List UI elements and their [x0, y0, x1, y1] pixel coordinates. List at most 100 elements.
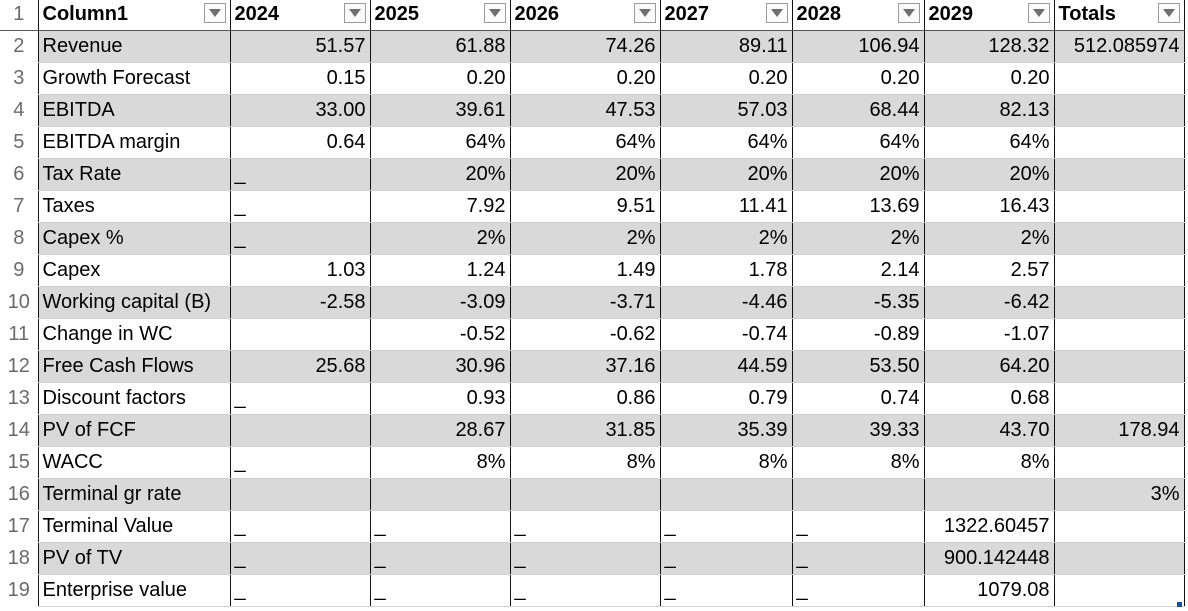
table-cell[interactable]: 0.20	[791, 62, 925, 95]
table-cell[interactable]: 30.96	[369, 350, 511, 383]
table-cell[interactable]: 89.11	[659, 30, 793, 63]
table-cell[interactable]: 2%	[923, 222, 1055, 255]
row-label-cell[interactable]: Revenue	[37, 30, 231, 63]
table-cell[interactable]: 8%	[509, 446, 661, 479]
table-cell[interactable]: 0.79	[659, 382, 793, 415]
row-label-cell[interactable]: PV of TV	[37, 542, 231, 575]
table-cell[interactable]: 2%	[659, 222, 793, 255]
column-header-column1[interactable]: Column1	[37, 0, 231, 31]
table-cell[interactable]: _	[229, 190, 371, 223]
table-cell[interactable]: 8%	[923, 446, 1055, 479]
row-label-cell[interactable]: EBITDA	[37, 94, 231, 127]
table-cell[interactable]: 1.49	[509, 254, 661, 287]
table-cell[interactable]: -0.74	[659, 318, 793, 351]
row-label-cell[interactable]: PV of FCF	[37, 414, 231, 447]
table-cell[interactable]: 64%	[369, 126, 511, 159]
table-cell[interactable]: 0.74	[791, 382, 925, 415]
column-header-2025[interactable]: 2025	[369, 0, 511, 31]
table-cell[interactable]: _	[369, 542, 511, 575]
column-header-2026[interactable]: 2026	[509, 0, 661, 31]
table-cell[interactable]: 57.03	[659, 94, 793, 127]
table-cell[interactable]	[1053, 382, 1185, 415]
filter-dropdown-icon[interactable]	[633, 3, 656, 23]
table-cell[interactable]: 2.14	[791, 254, 925, 287]
row-label-cell[interactable]: WACC	[37, 446, 231, 479]
table-cell[interactable]	[369, 478, 511, 511]
column-header-totals[interactable]: Totals	[1053, 0, 1185, 31]
table-cell[interactable]: -0.89	[791, 318, 925, 351]
table-cell[interactable]: _	[229, 222, 371, 255]
table-cell[interactable]	[1053, 158, 1185, 191]
filter-dropdown-icon[interactable]	[203, 3, 226, 23]
row-label-cell[interactable]: Terminal gr rate	[37, 478, 231, 511]
table-cell[interactable]: _	[791, 542, 925, 575]
table-cell[interactable]: 28.67	[369, 414, 511, 447]
table-cell[interactable]: 47.53	[509, 94, 661, 127]
table-cell[interactable]: 0.15	[229, 62, 371, 95]
table-cell[interactable]	[1053, 126, 1185, 159]
row-label-cell[interactable]: Enterprise value	[37, 574, 231, 607]
table-cell[interactable]	[229, 478, 371, 511]
row-label-cell[interactable]: Growth Forecast	[37, 62, 231, 95]
table-cell[interactable]: 39.33	[791, 414, 925, 447]
table-cell[interactable]: 16.43	[923, 190, 1055, 223]
row-label-cell[interactable]: EBITDA margin	[37, 126, 231, 159]
table-cell[interactable]: 178.94	[1053, 414, 1185, 447]
table-cell[interactable]: _	[791, 574, 925, 607]
table-cell[interactable]: -5.35	[791, 286, 925, 319]
column-header-2029[interactable]: 2029	[923, 0, 1055, 31]
row-label-cell[interactable]: Free Cash Flows	[37, 350, 231, 383]
column-header-2024[interactable]: 2024	[229, 0, 371, 31]
table-cell[interactable]: 35.39	[659, 414, 793, 447]
table-cell[interactable]: _	[229, 446, 371, 479]
table-cell[interactable]: -1.07	[923, 318, 1055, 351]
table-cell[interactable]	[229, 318, 371, 351]
table-cell[interactable]: _	[369, 510, 511, 543]
table-cell[interactable]: 2%	[369, 222, 511, 255]
table-cell[interactable]	[659, 478, 793, 511]
column-header-2028[interactable]: 2028	[791, 0, 925, 31]
table-cell[interactable]: _	[659, 574, 793, 607]
table-cell[interactable]: 61.88	[369, 30, 511, 63]
table-cell[interactable]: 0.68	[923, 382, 1055, 415]
table-cell[interactable]: 2%	[791, 222, 925, 255]
table-cell[interactable]: 33.00	[229, 94, 371, 127]
table-cell[interactable]: 31.85	[509, 414, 661, 447]
table-cell[interactable]: 1.78	[659, 254, 793, 287]
table-cell[interactable]: _	[659, 542, 793, 575]
table-cell[interactable]	[923, 478, 1055, 511]
table-cell[interactable]	[791, 478, 925, 511]
table-cell[interactable]: 11.41	[659, 190, 793, 223]
table-cell[interactable]: 20%	[923, 158, 1055, 191]
row-label-cell[interactable]: Capex %	[37, 222, 231, 255]
row-label-cell[interactable]: Discount factors	[37, 382, 231, 415]
table-cell[interactable]: 20%	[659, 158, 793, 191]
table-cell[interactable]	[1053, 574, 1185, 607]
table-cell[interactable]: _	[229, 382, 371, 415]
table-cell[interactable]: 2.57	[923, 254, 1055, 287]
table-cell[interactable]: 64%	[791, 126, 925, 159]
table-cell[interactable]: _	[229, 510, 371, 543]
table-cell[interactable]: _	[509, 510, 661, 543]
table-cell[interactable]: -6.42	[923, 286, 1055, 319]
row-label-cell[interactable]: Change in WC	[37, 318, 231, 351]
filter-dropdown-icon[interactable]	[343, 3, 366, 23]
filter-dropdown-icon[interactable]	[765, 3, 788, 23]
row-label-cell[interactable]: Tax Rate	[37, 158, 231, 191]
table-cell[interactable]: 74.26	[509, 30, 661, 63]
table-cell[interactable]: 51.57	[229, 30, 371, 63]
table-cell[interactable]: -0.52	[369, 318, 511, 351]
table-cell[interactable]: 0.20	[369, 62, 511, 95]
table-cell[interactable]: 64%	[659, 126, 793, 159]
table-cell[interactable]: 37.16	[509, 350, 661, 383]
table-cell[interactable]: 53.50	[791, 350, 925, 383]
table-cell[interactable]: 900.142448	[923, 542, 1055, 575]
table-cell[interactable]: 20%	[791, 158, 925, 191]
row-label-cell[interactable]: Terminal Value	[37, 510, 231, 543]
row-label-cell[interactable]: Capex	[37, 254, 231, 287]
filter-dropdown-icon[interactable]	[1027, 3, 1050, 23]
table-cell[interactable]: 8%	[659, 446, 793, 479]
table-cell[interactable]	[1053, 190, 1185, 223]
table-cell[interactable]	[1053, 286, 1185, 319]
table-cell[interactable]: -3.71	[509, 286, 661, 319]
